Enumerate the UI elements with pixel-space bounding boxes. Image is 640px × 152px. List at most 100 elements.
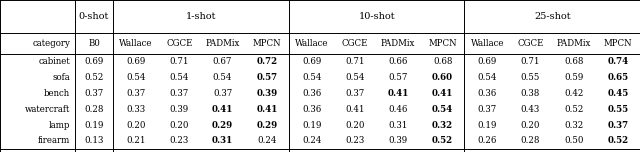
Text: 0.31: 0.31	[212, 136, 233, 145]
Text: 0.37: 0.37	[477, 105, 497, 114]
Text: CGCE: CGCE	[517, 39, 543, 48]
Text: 0.60: 0.60	[432, 73, 453, 82]
Text: Wallace: Wallace	[120, 39, 153, 48]
Text: 0.46: 0.46	[388, 105, 408, 114]
Text: 0.45: 0.45	[607, 89, 629, 98]
Text: CGCE: CGCE	[342, 39, 368, 48]
Text: 0.39: 0.39	[257, 89, 278, 98]
Text: 1-shot: 1-shot	[186, 12, 216, 21]
Text: 0.13: 0.13	[84, 136, 104, 145]
Text: 0.41: 0.41	[387, 89, 409, 98]
Text: 0.31: 0.31	[388, 121, 408, 130]
Text: 0.36: 0.36	[302, 89, 321, 98]
Text: 25-shot: 25-shot	[534, 12, 570, 21]
Text: 0.72: 0.72	[257, 57, 278, 66]
Text: 10-shot: 10-shot	[358, 12, 395, 21]
Text: 0.37: 0.37	[607, 121, 628, 130]
Text: 0.71: 0.71	[521, 57, 540, 66]
Text: 0.54: 0.54	[170, 73, 189, 82]
Text: 0.57: 0.57	[388, 73, 408, 82]
Text: sofa: sofa	[52, 73, 70, 82]
Text: MPCN: MPCN	[253, 39, 282, 48]
Text: 0.19: 0.19	[84, 121, 104, 130]
Text: 0.69: 0.69	[127, 57, 146, 66]
Text: 0.28: 0.28	[521, 136, 540, 145]
Text: 0.19: 0.19	[302, 121, 321, 130]
Text: 0.20: 0.20	[521, 121, 540, 130]
Text: 0.41: 0.41	[212, 105, 233, 114]
Text: 0.55: 0.55	[521, 73, 540, 82]
Text: 0.69: 0.69	[84, 57, 104, 66]
Text: 0.52: 0.52	[607, 136, 628, 145]
Text: 0.68: 0.68	[564, 57, 584, 66]
Text: 0.65: 0.65	[607, 73, 628, 82]
Text: 0.37: 0.37	[127, 89, 146, 98]
Text: 0.66: 0.66	[388, 57, 408, 66]
Text: PADMix: PADMix	[381, 39, 415, 48]
Text: 0.57: 0.57	[257, 73, 278, 82]
Text: 0.39: 0.39	[170, 105, 189, 114]
Text: 0.23: 0.23	[170, 136, 189, 145]
Text: CGCE: CGCE	[166, 39, 193, 48]
Text: 0.42: 0.42	[564, 89, 583, 98]
Text: 0.52: 0.52	[84, 73, 104, 82]
Text: 0.32: 0.32	[432, 121, 453, 130]
Text: 0.54: 0.54	[127, 73, 146, 82]
Text: 0.37: 0.37	[170, 89, 189, 98]
Text: 0.68: 0.68	[433, 57, 452, 66]
Text: 0.71: 0.71	[170, 57, 189, 66]
Text: 0.23: 0.23	[345, 136, 365, 145]
Text: 0.36: 0.36	[477, 89, 497, 98]
Text: 0.54: 0.54	[302, 73, 321, 82]
Text: 0.52: 0.52	[564, 105, 583, 114]
Text: 0.41: 0.41	[257, 105, 278, 114]
Text: 0.69: 0.69	[302, 57, 321, 66]
Text: MPCN: MPCN	[604, 39, 632, 48]
Text: PADMix: PADMix	[205, 39, 240, 48]
Text: 0.41: 0.41	[432, 89, 453, 98]
Text: 0.38: 0.38	[521, 89, 540, 98]
Text: 0.67: 0.67	[213, 57, 232, 66]
Text: 0.24: 0.24	[257, 136, 277, 145]
Text: 0-shot: 0-shot	[79, 12, 109, 21]
Text: 0.74: 0.74	[607, 57, 629, 66]
Text: cabinet: cabinet	[38, 57, 70, 66]
Text: 0.37: 0.37	[345, 89, 365, 98]
Text: firearm: firearm	[38, 136, 70, 145]
Text: watercraft: watercraft	[25, 105, 70, 114]
Text: lamp: lamp	[49, 121, 70, 130]
Text: 0.71: 0.71	[345, 57, 365, 66]
Text: MPCN: MPCN	[428, 39, 457, 48]
Text: 0.50: 0.50	[564, 136, 584, 145]
Text: bench: bench	[44, 89, 70, 98]
Text: 0.37: 0.37	[213, 89, 232, 98]
Text: 0.20: 0.20	[170, 121, 189, 130]
Text: 0.69: 0.69	[477, 57, 497, 66]
Text: 0.20: 0.20	[345, 121, 365, 130]
Text: 0.28: 0.28	[84, 105, 104, 114]
Text: 0.39: 0.39	[388, 136, 408, 145]
Text: 0.37: 0.37	[84, 89, 104, 98]
Text: 0.43: 0.43	[521, 105, 540, 114]
Text: category: category	[32, 39, 70, 48]
Text: 0.54: 0.54	[345, 73, 365, 82]
Text: 0.29: 0.29	[257, 121, 278, 130]
Text: 0.59: 0.59	[564, 73, 583, 82]
Text: Wallace: Wallace	[470, 39, 504, 48]
Text: PADMix: PADMix	[556, 39, 591, 48]
Text: 0.33: 0.33	[127, 105, 146, 114]
Text: 0.54: 0.54	[213, 73, 232, 82]
Text: 0.52: 0.52	[432, 136, 453, 145]
Text: 0.54: 0.54	[432, 105, 453, 114]
Text: 0.36: 0.36	[302, 105, 321, 114]
Text: 0.24: 0.24	[302, 136, 321, 145]
Text: 0.29: 0.29	[212, 121, 233, 130]
Text: 0.26: 0.26	[477, 136, 497, 145]
Text: 0.20: 0.20	[127, 121, 146, 130]
Text: 0.54: 0.54	[477, 73, 497, 82]
Text: B0: B0	[88, 39, 100, 48]
Text: 0.21: 0.21	[127, 136, 146, 145]
Text: 0.32: 0.32	[564, 121, 583, 130]
Text: 0.19: 0.19	[477, 121, 497, 130]
Text: 0.55: 0.55	[607, 105, 628, 114]
